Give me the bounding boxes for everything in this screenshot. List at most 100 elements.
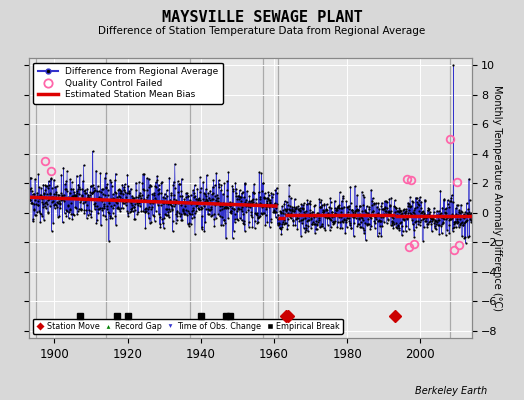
Point	[128, 205, 137, 211]
Point	[402, 223, 411, 229]
Point	[381, 211, 390, 217]
Point	[363, 222, 371, 228]
Point	[198, 213, 206, 219]
Point	[64, 215, 73, 221]
Point	[272, 200, 281, 207]
Point	[424, 221, 432, 227]
Point	[198, 224, 206, 230]
Point	[62, 213, 71, 219]
Point	[132, 179, 140, 186]
Point	[205, 206, 213, 213]
Point	[386, 222, 395, 228]
Point	[200, 203, 208, 210]
Point	[135, 199, 144, 206]
Point	[360, 194, 368, 200]
Point	[357, 224, 365, 230]
Point	[456, 221, 464, 228]
Point	[379, 212, 387, 218]
Point	[130, 216, 139, 222]
Point	[135, 192, 143, 198]
Point	[211, 192, 219, 199]
Point	[228, 204, 236, 211]
Point	[221, 204, 229, 211]
Point	[116, 187, 124, 194]
Point	[246, 204, 254, 211]
Point	[96, 189, 105, 195]
Point	[175, 210, 183, 216]
Point	[259, 210, 267, 217]
Point	[163, 209, 172, 215]
Point	[432, 212, 441, 218]
Point	[193, 202, 201, 208]
Point	[200, 190, 208, 196]
Point	[461, 219, 469, 226]
Point	[331, 210, 340, 216]
Point	[179, 207, 188, 213]
Point	[154, 202, 162, 208]
Point	[85, 196, 94, 202]
Point	[81, 190, 89, 196]
Point	[274, 220, 282, 226]
Point	[294, 206, 302, 213]
Point	[58, 219, 67, 226]
Point	[138, 186, 147, 192]
Point	[59, 164, 68, 171]
Point	[90, 200, 99, 207]
Point	[170, 202, 178, 209]
Point	[347, 207, 356, 214]
Point	[141, 225, 150, 231]
Point	[123, 190, 131, 196]
Point	[185, 199, 194, 206]
Point	[195, 205, 204, 212]
Point	[232, 192, 241, 199]
Point	[405, 226, 413, 232]
Point	[435, 217, 444, 223]
Point	[361, 220, 369, 226]
Point	[36, 210, 44, 216]
Point	[127, 202, 136, 208]
Point	[320, 202, 329, 208]
Point	[238, 188, 247, 195]
Point	[180, 199, 188, 205]
Point	[355, 202, 364, 209]
Point	[243, 188, 251, 194]
Point	[311, 221, 320, 227]
Point	[263, 219, 271, 226]
Point	[281, 220, 290, 226]
Point	[279, 207, 288, 214]
Point	[148, 198, 156, 204]
Point	[203, 198, 211, 204]
Point	[80, 210, 89, 216]
Point	[407, 203, 415, 210]
Point	[323, 215, 331, 221]
Point	[448, 210, 456, 217]
Point	[272, 208, 280, 215]
Point	[295, 218, 303, 224]
Point	[253, 220, 261, 226]
Point	[214, 177, 223, 184]
Point	[183, 198, 191, 205]
Point	[170, 195, 179, 202]
Point	[67, 211, 75, 217]
Point	[54, 192, 63, 198]
Point	[316, 223, 325, 229]
Point	[354, 220, 363, 227]
Point	[363, 203, 371, 209]
Point	[442, 216, 450, 222]
Point	[261, 206, 270, 212]
Point	[138, 198, 146, 204]
Point	[99, 190, 107, 197]
Point	[464, 206, 472, 212]
Point	[75, 172, 84, 178]
Point	[168, 203, 177, 209]
Point	[250, 181, 258, 188]
Point	[214, 195, 223, 201]
Point	[445, 230, 453, 236]
Point	[314, 219, 322, 225]
Point	[152, 184, 161, 190]
Point	[444, 214, 452, 220]
Point	[464, 234, 472, 240]
Point	[39, 181, 48, 188]
Point	[172, 209, 181, 215]
Point	[249, 196, 257, 202]
